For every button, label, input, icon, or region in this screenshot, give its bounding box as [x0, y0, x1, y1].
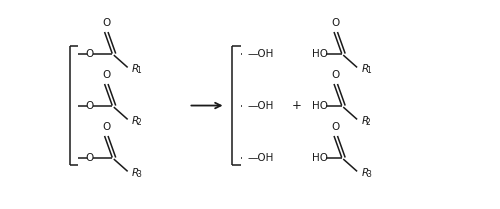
Text: HO: HO: [312, 48, 328, 59]
Text: 1: 1: [366, 66, 370, 75]
Text: R: R: [362, 64, 368, 74]
Text: O: O: [102, 18, 110, 28]
Text: —OH: —OH: [248, 153, 274, 163]
Text: R: R: [132, 64, 139, 74]
Text: 2: 2: [136, 118, 141, 127]
Text: O: O: [85, 101, 94, 111]
Text: O: O: [332, 70, 340, 80]
Text: R: R: [362, 116, 368, 126]
Text: HO: HO: [312, 153, 328, 163]
Text: O: O: [85, 153, 94, 163]
Text: 1: 1: [136, 66, 141, 75]
Text: —OH: —OH: [248, 101, 274, 111]
Text: R: R: [362, 168, 368, 177]
Text: O: O: [102, 122, 110, 132]
Text: HO: HO: [312, 101, 328, 111]
Text: 3: 3: [366, 170, 371, 179]
Text: O: O: [332, 18, 340, 28]
Text: O: O: [102, 70, 110, 80]
Text: —OH: —OH: [248, 48, 274, 59]
Text: R: R: [132, 168, 139, 177]
Text: R: R: [132, 116, 139, 126]
Text: 3: 3: [136, 170, 141, 179]
Text: O: O: [85, 48, 94, 59]
Text: O: O: [332, 122, 340, 132]
Text: 2: 2: [366, 118, 370, 127]
Text: +: +: [292, 99, 301, 112]
